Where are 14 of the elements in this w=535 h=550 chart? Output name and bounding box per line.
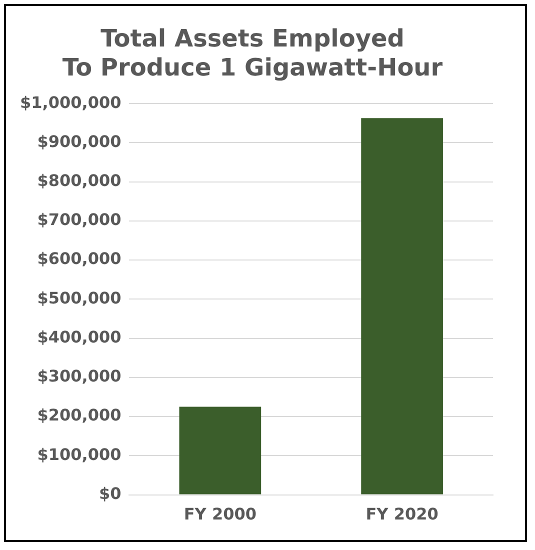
x-tick-label: FY 2000	[184, 504, 256, 524]
y-tick-label: $1,000,000	[20, 92, 122, 112]
y-tick-label: $400,000	[37, 327, 122, 346]
y-tick-label: $500,000	[37, 288, 122, 308]
y-tick-label: $600,000	[37, 249, 122, 268]
x-tick-label: FY 2020	[366, 504, 438, 524]
y-tick-label: $0	[98, 484, 122, 503]
y-tick-label: $100,000	[37, 444, 122, 464]
y-tick-label: $700,000	[37, 210, 122, 230]
y-tick-label: $200,000	[37, 406, 122, 425]
y-tick-label: $800,000	[37, 170, 122, 190]
y-tick-label: $900,000	[37, 132, 122, 151]
y-tick-label: $300,000	[37, 366, 122, 386]
chart-title: Total Assets Employed To Produce 1 Gigawatt-Hour	[62, 24, 443, 82]
